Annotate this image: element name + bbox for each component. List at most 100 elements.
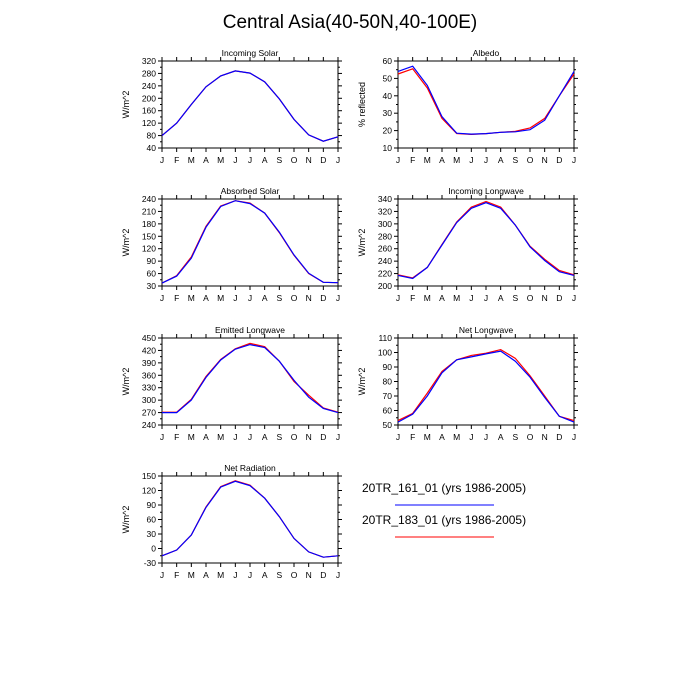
- x-tick-label: D: [556, 155, 562, 165]
- y-tick-label: 90: [383, 362, 393, 372]
- x-tick-label: O: [527, 293, 534, 303]
- y-tick-label: 420: [142, 345, 156, 355]
- x-tick-label: M: [188, 293, 195, 303]
- x-tick-label: N: [542, 293, 548, 303]
- x-tick-label: J: [336, 432, 340, 442]
- y-axis-label: W/m^2: [121, 229, 131, 257]
- y-tick-label: 240: [142, 420, 156, 430]
- y-tick-label: 280: [378, 231, 392, 241]
- x-tick-label: J: [484, 155, 488, 165]
- series-line: [397, 65, 575, 135]
- y-tick-label: 160: [142, 106, 156, 116]
- y-tick-label: 60: [383, 406, 393, 416]
- x-tick-label: O: [291, 570, 298, 580]
- panel-title: Incoming Longwave: [448, 186, 524, 196]
- y-tick-label: 180: [142, 219, 156, 229]
- y-tick-label: 240: [142, 194, 156, 204]
- x-tick-label: J: [248, 293, 252, 303]
- y-tick-label: 200: [142, 93, 156, 103]
- x-tick-label: A: [262, 155, 268, 165]
- x-tick-label: A: [203, 432, 209, 442]
- x-tick-label: J: [336, 155, 340, 165]
- x-tick-label: J: [484, 293, 488, 303]
- y-tick-label: 30: [147, 281, 157, 291]
- y-tick-label: 80: [383, 377, 393, 387]
- x-tick-label: A: [262, 570, 268, 580]
- y-axis-label: W/m^2: [121, 506, 131, 534]
- y-tick-label: 40: [383, 91, 393, 101]
- y-tick-label: 50: [383, 420, 393, 430]
- series-line: [161, 70, 339, 142]
- plot-frame: [397, 337, 575, 426]
- plot-frame: [161, 475, 339, 564]
- x-tick-label: N: [306, 155, 312, 165]
- y-tick-label: 360: [142, 370, 156, 380]
- y-axis-label: W/m^2: [121, 368, 131, 396]
- y-tick-label: 0: [151, 544, 156, 554]
- x-tick-label: J: [572, 155, 576, 165]
- series-line: [161, 200, 339, 284]
- plot-frame: [161, 337, 339, 426]
- y-tick-label: 10: [383, 143, 393, 153]
- series-line: [397, 350, 575, 423]
- y-tick-label: 150: [142, 471, 156, 481]
- series-line: [397, 68, 575, 136]
- x-tick-label: J: [233, 155, 237, 165]
- y-tick-label: 200: [378, 281, 392, 291]
- panel-title: Incoming Solar: [222, 48, 279, 58]
- x-tick-label: N: [306, 570, 312, 580]
- x-tick-label: M: [188, 570, 195, 580]
- series-line: [162, 343, 339, 414]
- x-tick-label: N: [306, 432, 312, 442]
- x-tick-label: J: [233, 432, 237, 442]
- plot-frame: [161, 60, 339, 149]
- x-tick-label: A: [498, 293, 504, 303]
- x-tick-label: D: [320, 293, 326, 303]
- y-tick-label: 280: [142, 68, 156, 78]
- x-tick-label: F: [174, 432, 179, 442]
- x-tick-label: D: [556, 293, 562, 303]
- x-tick-label: N: [306, 293, 312, 303]
- x-tick-label: J: [233, 293, 237, 303]
- x-tick-label: J: [469, 432, 473, 442]
- x-tick-label: A: [498, 155, 504, 165]
- plot-frame: [397, 198, 575, 287]
- y-tick-label: 240: [378, 256, 392, 266]
- x-tick-label: O: [291, 155, 298, 165]
- panel-title: Absorbed Solar: [221, 186, 280, 196]
- x-tick-label: J: [233, 570, 237, 580]
- y-tick-label: 330: [142, 383, 156, 393]
- x-tick-label: J: [396, 293, 400, 303]
- x-tick-label: M: [217, 432, 224, 442]
- series-line: [161, 480, 339, 558]
- y-tick-label: 60: [147, 515, 157, 525]
- series-line: [161, 70, 339, 142]
- x-tick-label: S: [276, 432, 282, 442]
- x-tick-label: O: [527, 155, 534, 165]
- series-line: [161, 480, 339, 558]
- x-tick-label: A: [439, 432, 445, 442]
- x-tick-label: F: [410, 155, 415, 165]
- y-axis-label: % reflected: [357, 82, 367, 127]
- x-tick-label: M: [188, 432, 195, 442]
- x-tick-label: A: [262, 432, 268, 442]
- legend-label-183: 20TR_183_01 (yrs 1986-2005): [362, 513, 527, 527]
- y-tick-label: 60: [383, 56, 393, 66]
- x-tick-label: J: [336, 570, 340, 580]
- x-tick-label: F: [174, 293, 179, 303]
- y-tick-label: 120: [142, 244, 156, 254]
- y-tick-label: 60: [147, 269, 157, 279]
- x-tick-label: M: [453, 293, 460, 303]
- x-tick-label: M: [217, 155, 224, 165]
- x-tick-label: A: [498, 432, 504, 442]
- x-tick-label: D: [320, 570, 326, 580]
- y-tick-label: 100: [378, 348, 392, 358]
- series-line: [397, 348, 575, 422]
- plot-frame: [161, 198, 339, 287]
- panel-3: Incoming Longwave W/m^2 200 220 240 260 280 300…: [357, 186, 578, 303]
- y-tick-label: 240: [142, 81, 156, 91]
- x-tick-label: D: [320, 155, 326, 165]
- y-tick-label: 90: [147, 256, 157, 266]
- y-tick-label: 320: [378, 206, 392, 216]
- x-tick-label: J: [396, 155, 400, 165]
